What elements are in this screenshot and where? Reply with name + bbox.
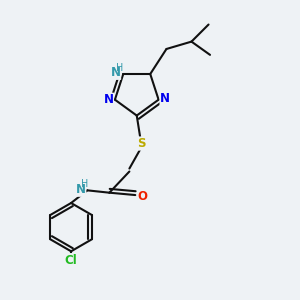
Text: N: N bbox=[160, 92, 170, 105]
Text: Cl: Cl bbox=[65, 254, 77, 267]
Text: S: S bbox=[137, 137, 146, 150]
Text: N: N bbox=[103, 93, 113, 106]
Text: H: H bbox=[81, 179, 88, 189]
Text: O: O bbox=[138, 190, 148, 203]
Text: H: H bbox=[116, 62, 123, 73]
Text: N: N bbox=[111, 66, 121, 79]
Text: N: N bbox=[76, 183, 86, 196]
